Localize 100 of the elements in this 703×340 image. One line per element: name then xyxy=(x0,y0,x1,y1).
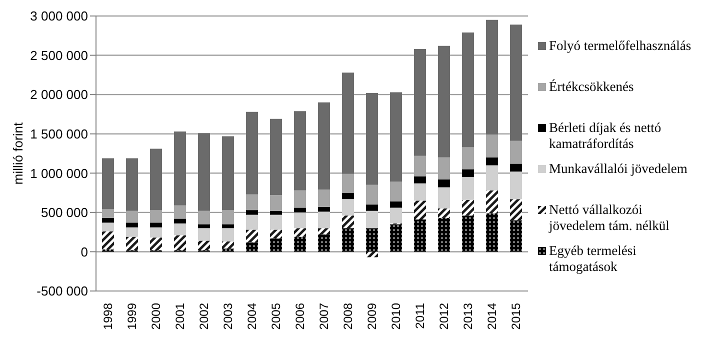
bar xyxy=(174,235,186,250)
legend-label: Egyéb termelési támogatások xyxy=(549,243,638,275)
y-tick-label: -500 000 xyxy=(36,284,88,299)
bar xyxy=(246,112,258,194)
bar xyxy=(318,206,330,212)
legend-label: Munkavállalói jövedelem xyxy=(549,161,688,177)
x-tick-label: 2012 xyxy=(437,302,451,330)
x-tick-label: 2009 xyxy=(365,302,379,330)
bar xyxy=(366,204,378,211)
bar xyxy=(438,218,450,252)
bar xyxy=(270,210,282,215)
bar xyxy=(294,228,306,237)
y-tick-label: 500 000 xyxy=(41,205,88,220)
bar xyxy=(270,214,282,230)
bar xyxy=(414,49,426,156)
y-tick-label: 1 500 000 xyxy=(30,126,88,142)
bar xyxy=(174,223,186,236)
bar xyxy=(318,212,330,228)
bar xyxy=(126,158,138,211)
bar xyxy=(438,179,450,188)
bar xyxy=(270,118,282,196)
bar xyxy=(342,199,354,216)
bar xyxy=(486,213,498,252)
y-tick-label: 3 000 000 xyxy=(30,8,88,24)
bar xyxy=(294,208,306,212)
y-axis-title: millió forint xyxy=(10,122,26,185)
bar xyxy=(510,140,522,164)
bar xyxy=(510,172,522,200)
bar xyxy=(102,231,114,250)
bar xyxy=(390,92,402,182)
bar xyxy=(294,190,306,208)
bar xyxy=(342,228,354,252)
bar xyxy=(150,238,162,250)
bar xyxy=(198,240,210,250)
bar xyxy=(510,199,522,220)
x-tick-label: 2008 xyxy=(341,302,355,330)
bar xyxy=(510,24,522,141)
bar xyxy=(294,111,306,190)
x-tick-label: 2011 xyxy=(413,302,427,329)
bar xyxy=(318,228,330,234)
bar xyxy=(150,222,162,228)
bar xyxy=(246,230,258,242)
bar xyxy=(462,169,474,178)
bar xyxy=(198,224,210,228)
bar xyxy=(150,148,162,210)
y-tick-label: 2 500 000 xyxy=(30,48,88,63)
y-tick-label: 1 000 000 xyxy=(30,166,88,181)
bar xyxy=(294,236,306,252)
x-tick-label: 2006 xyxy=(293,302,307,330)
bar xyxy=(126,236,138,250)
bar xyxy=(318,190,330,207)
x-tick-label: 2002 xyxy=(197,302,211,330)
bar xyxy=(462,177,474,200)
bar xyxy=(222,248,234,252)
bar xyxy=(366,228,378,252)
bar xyxy=(174,132,186,206)
bar xyxy=(366,184,378,205)
bar xyxy=(342,216,354,228)
bar xyxy=(486,157,498,166)
legend-label: Bérleti díjak és nettó kamatráfordítás xyxy=(549,120,662,152)
bar xyxy=(366,93,378,185)
bar xyxy=(198,133,210,211)
bar xyxy=(126,222,138,228)
bar xyxy=(126,227,138,237)
x-tick-label: 2000 xyxy=(149,302,163,330)
bar xyxy=(270,195,282,211)
bar xyxy=(414,200,426,220)
bar xyxy=(102,218,114,223)
x-tick-label: 1999 xyxy=(125,302,139,330)
bar xyxy=(246,214,258,230)
x-tick-label: 2001 xyxy=(173,302,187,330)
bar xyxy=(342,174,354,193)
x-tick-label: 2007 xyxy=(317,302,331,330)
bar xyxy=(486,165,498,190)
x-tick-label: 2013 xyxy=(461,302,475,330)
bar xyxy=(438,208,450,218)
bar xyxy=(366,210,378,228)
bar xyxy=(366,252,378,258)
bar xyxy=(390,201,402,208)
bar xyxy=(342,192,354,200)
bar xyxy=(150,227,162,238)
bar xyxy=(438,187,450,208)
bar xyxy=(246,194,258,210)
bar xyxy=(102,158,114,210)
x-tick-label: 2014 xyxy=(485,302,499,330)
y-tick-label: 0 xyxy=(80,244,88,260)
x-tick-label: 2003 xyxy=(221,302,235,330)
bar xyxy=(390,182,402,202)
bar xyxy=(270,230,282,238)
bar xyxy=(246,242,258,252)
x-tick-label: 2010 xyxy=(389,302,403,330)
bar xyxy=(438,46,450,158)
bar xyxy=(198,228,210,241)
bar xyxy=(294,212,306,228)
bar xyxy=(318,234,330,252)
bar xyxy=(462,216,474,252)
bar xyxy=(222,224,234,228)
bar xyxy=(486,134,498,158)
legend-label: Értékcsökkenés xyxy=(549,79,634,95)
bar xyxy=(510,220,522,252)
